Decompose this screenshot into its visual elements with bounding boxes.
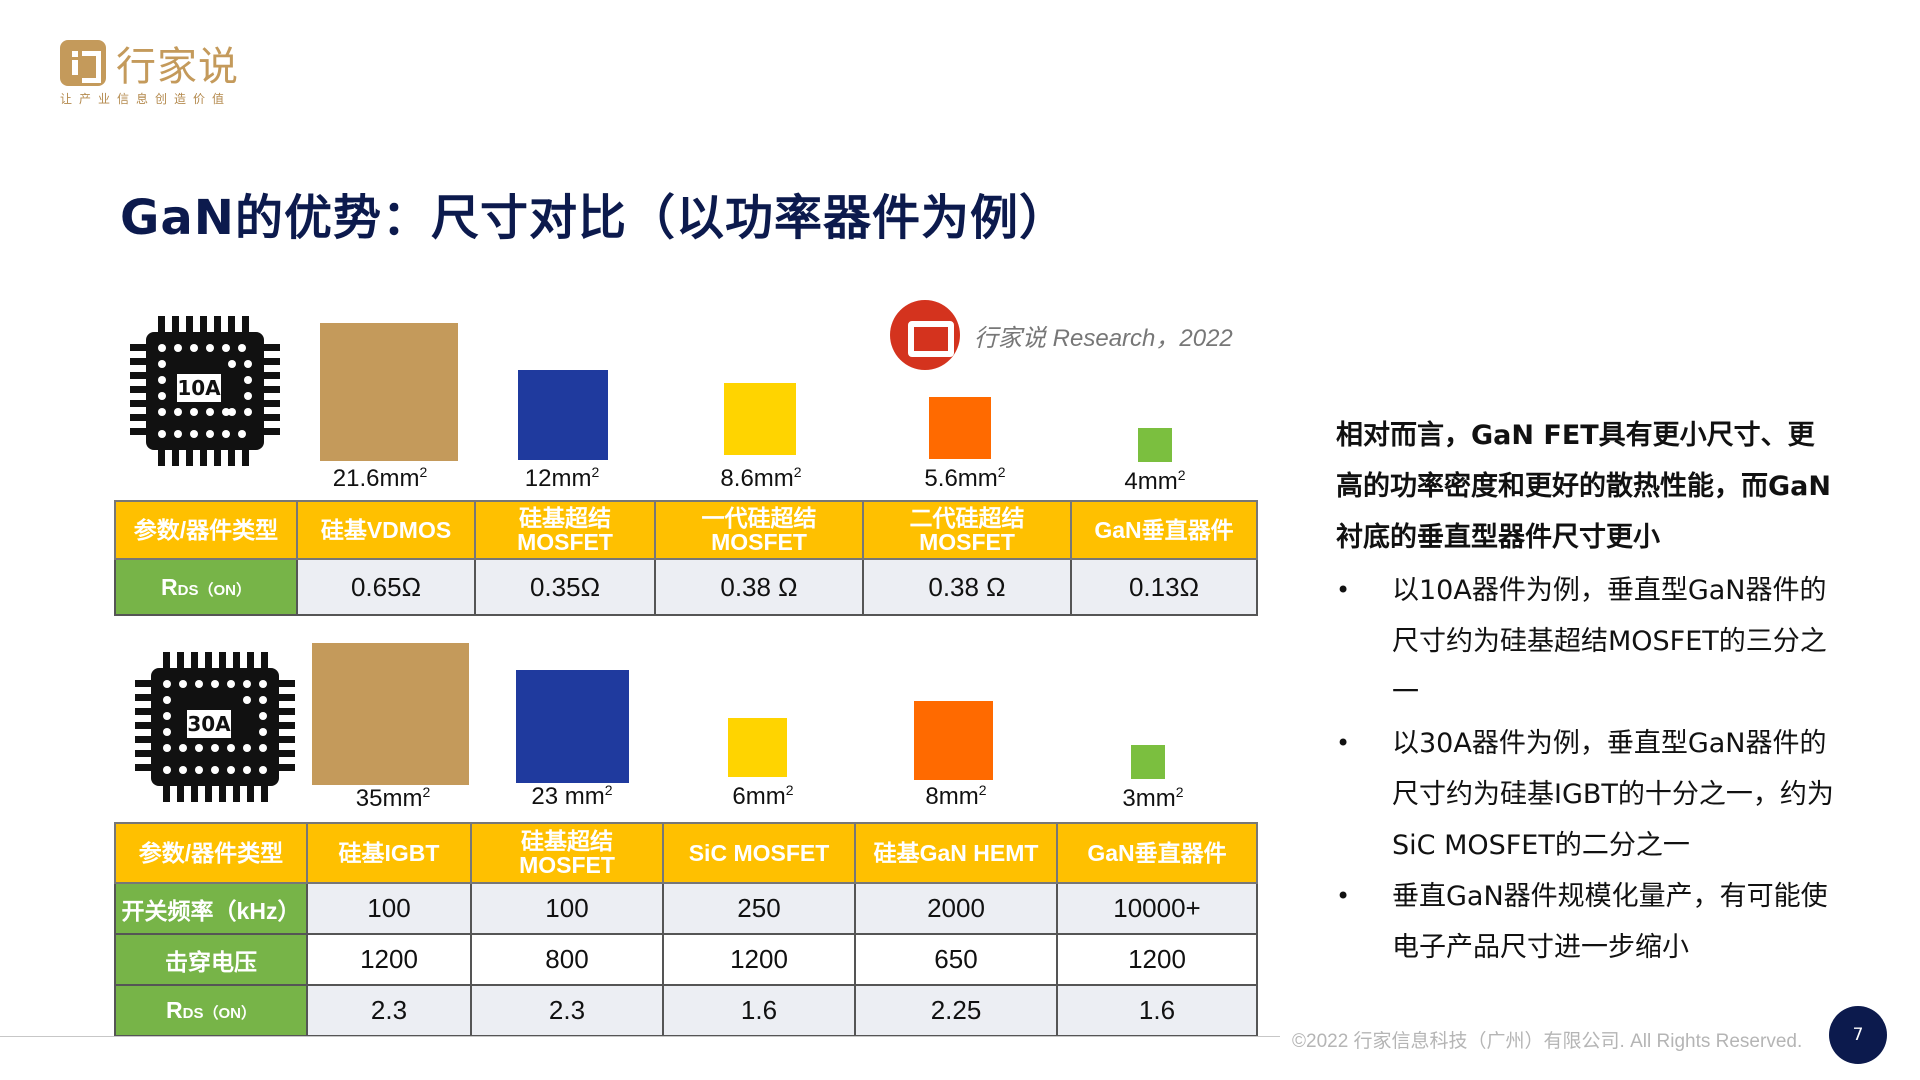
page-number: 7: [1829, 1006, 1887, 1064]
area-label: 4mm2: [1124, 467, 1186, 495]
summary-bullet: 以30A器件为例，垂直型GaN器件的尺寸约为硅基IGBT的十分之一，约为SiC …: [1336, 718, 1836, 871]
brand-logo: 行家说: [60, 34, 239, 92]
table-30a: 参数/器件类型 硅基IGBT 硅基超结 MOSFET SiC MOSFET 硅基…: [114, 822, 1258, 1037]
row-header-frequency: 开关频率（kHz）: [114, 882, 308, 935]
table-cell: 0.38 Ω: [862, 558, 1072, 616]
table-cell: 100: [306, 882, 472, 935]
table-cell: 10000+: [1056, 882, 1258, 935]
size-square-sic-mosfet: [728, 718, 787, 777]
table-cell: 250: [662, 882, 856, 935]
chip-30a-label: 30A: [187, 710, 231, 738]
table-row: RDS（ON） 0.65Ω 0.35Ω 0.38 Ω 0.38 Ω 0.13Ω: [114, 558, 1258, 616]
size-square-gan-hemt: [914, 701, 993, 780]
area-label: 23 mm2: [531, 782, 613, 810]
summary-bullets: 以10A器件为例，垂直型GaN器件的尺寸约为硅基超结MOSFET的三分之一 以3…: [1336, 565, 1836, 973]
header-cell: 硅基超结 MOSFET: [474, 500, 656, 560]
copyright-text: ©2022 行家信息科技（广州）有限公司. All Rights Reserve…: [1292, 1031, 1803, 1052]
source-text: 行家说 Research，2022: [974, 324, 1233, 352]
summary-bullet: 垂直GaN器件规模化量产，有可能使电子产品尺寸进一步缩小: [1336, 871, 1836, 973]
summary-panel: 相对而言，GaN FET具有更小尺寸、更高的功率密度和更好的散热性能，而GaN衬…: [1336, 410, 1836, 973]
table-cell: 0.38 Ω: [654, 558, 864, 616]
area-label: 8mm2: [925, 782, 987, 810]
header-cell: 一代硅超结 MOSFET: [654, 500, 864, 560]
size-square-sj-mosfet: [516, 670, 629, 783]
header-cell: 硅基超结 MOSFET: [470, 822, 664, 884]
table-cell: 0.65Ω: [296, 558, 476, 616]
chip-10a-label: 10A: [177, 374, 221, 402]
header-cell: SiC MOSFET: [662, 822, 856, 884]
table-cell: 2.25: [854, 984, 1058, 1037]
area-label: 35mm2: [355, 784, 431, 812]
size-square-igbt: [312, 643, 469, 785]
table-cell: 100: [470, 882, 664, 935]
size-square-vdmos: [320, 323, 458, 461]
header-cell: 硅基IGBT: [306, 822, 472, 884]
area-label: 5.6mm2: [924, 464, 1006, 492]
table-cell: 2000: [854, 882, 1058, 935]
size-square-gan-vertical: [1131, 745, 1165, 779]
source-logo-icon: [890, 300, 960, 370]
table-row: RDS（ON） 2.3 2.3 1.6 2.25 1.6: [114, 984, 1258, 1037]
table-cell: 1200: [306, 933, 472, 986]
brand-name: 行家说: [116, 44, 239, 90]
table-header-row: 参数/器件类型 硅基IGBT 硅基超结 MOSFET SiC MOSFET 硅基…: [114, 822, 1258, 884]
header-cell: 二代硅超结 MOSFET: [862, 500, 1072, 560]
area-label: 8.6mm2: [720, 464, 802, 492]
table-cell: 0.13Ω: [1070, 558, 1258, 616]
source-credit: 行家说 Research，2022: [890, 300, 1233, 370]
table-cell: 1.6: [662, 984, 856, 1037]
row-header-rds: RDS（ON）: [114, 558, 298, 616]
table-cell: 1200: [1056, 933, 1258, 986]
table-cell: 800: [470, 933, 664, 986]
size-square-gan-vertical: [1138, 428, 1172, 462]
table-row: 击穿电压 1200 800 1200 650 1200: [114, 933, 1258, 986]
table-cell: 1200: [662, 933, 856, 986]
footer-divider: [0, 1036, 1280, 1037]
brand-logo-icon: [60, 40, 106, 86]
summary-bullet: 以10A器件为例，垂直型GaN器件的尺寸约为硅基超结MOSFET的三分之一: [1336, 565, 1836, 718]
size-square-gen1-mosfet: [724, 383, 796, 455]
table-row: 开关频率（kHz） 100 100 250 2000 10000+: [114, 882, 1258, 935]
page-title: GaN的优势：尺寸对比（以功率器件为例）: [120, 190, 1068, 246]
header-cell: GaN垂直器件: [1056, 822, 1258, 884]
brand-slogan: 让产业信息创造价值: [60, 92, 232, 106]
table-header-row: 参数/器件类型 硅基VDMOS 硅基超结 MOSFET 一代硅超结 MOSFET…: [114, 500, 1258, 560]
table-cell: 2.3: [470, 984, 664, 1037]
chip-10a-icon: 10A: [130, 316, 280, 466]
area-label: 12mm2: [524, 464, 600, 492]
area-label: 21.6mm2: [332, 464, 428, 492]
area-label: 3mm2: [1122, 784, 1184, 812]
table-cell: 0.35Ω: [474, 558, 656, 616]
size-square-gen2-mosfet: [929, 397, 991, 459]
header-cell: 硅基VDMOS: [296, 500, 476, 560]
header-cell: 参数/器件类型: [114, 500, 298, 560]
table-10a: 参数/器件类型 硅基VDMOS 硅基超结 MOSFET 一代硅超结 MOSFET…: [114, 500, 1258, 616]
chip-30a-icon: 30A: [135, 652, 295, 802]
row-header-rds: RDS（ON）: [114, 984, 308, 1037]
size-square-sj-mosfet: [518, 370, 608, 460]
header-cell: 参数/器件类型: [114, 822, 308, 884]
header-cell: GaN垂直器件: [1070, 500, 1258, 560]
table-cell: 2.3: [306, 984, 472, 1037]
header-cell: 硅基GaN HEMT: [854, 822, 1058, 884]
table-cell: 650: [854, 933, 1058, 986]
table-cell: 1.6: [1056, 984, 1258, 1037]
area-label: 6mm2: [732, 782, 794, 810]
summary-lead: 相对而言，GaN FET具有更小尺寸、更高的功率密度和更好的散热性能，而GaN衬…: [1336, 420, 1831, 553]
row-header-breakdown-voltage: 击穿电压: [114, 933, 308, 986]
